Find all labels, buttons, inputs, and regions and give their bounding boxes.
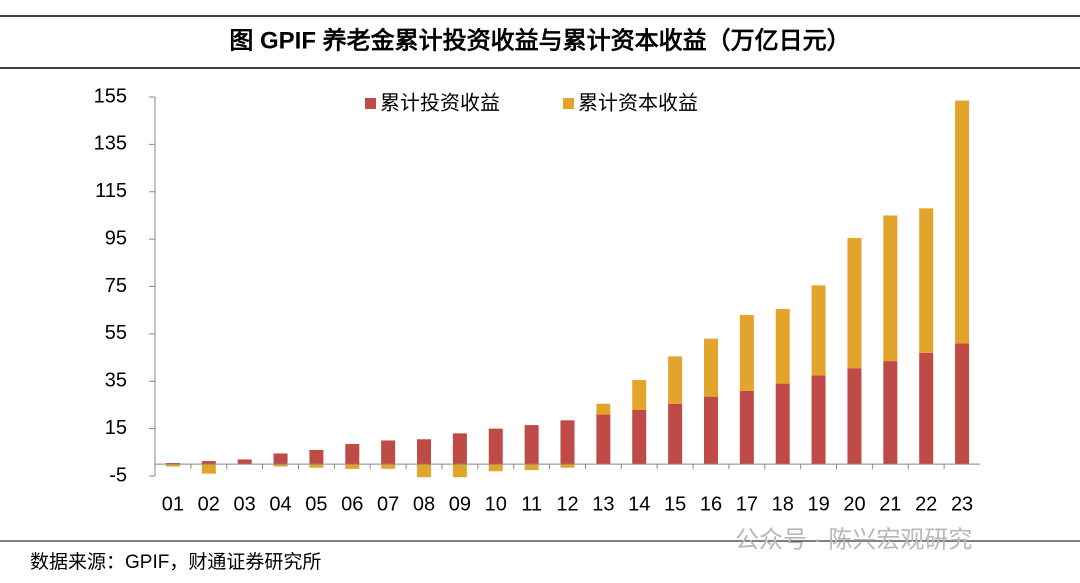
bar: [165, 462, 180, 465]
bar: [811, 285, 826, 376]
y-tick-label: 115: [95, 180, 127, 202]
x-tick-label: 02: [198, 493, 220, 515]
bar: [381, 440, 396, 465]
bar: [775, 383, 790, 465]
bar: [201, 461, 216, 465]
bar: [524, 425, 539, 465]
bar: [596, 403, 611, 415]
bar: [309, 464, 324, 468]
bar: [488, 428, 503, 465]
bar: [417, 464, 432, 478]
bar: [381, 464, 396, 469]
x-tick-label: 20: [843, 493, 865, 515]
legend-label: 累计投资收益: [380, 91, 500, 114]
bar: [560, 420, 575, 465]
x-tick-label: 18: [772, 493, 794, 515]
legend-swatch: [365, 98, 376, 109]
y-tick-label: 15: [105, 417, 127, 439]
x-tick-label: 03: [234, 493, 256, 515]
bar: [273, 453, 288, 465]
watermark: 公众号 · 陈兴宏观研究: [735, 526, 972, 553]
bar: [775, 309, 790, 384]
bar: [847, 368, 862, 465]
x-tick-label: 11: [521, 493, 542, 515]
bar: [309, 449, 324, 465]
x-tick-label: 12: [556, 493, 578, 515]
bar: [237, 459, 252, 465]
y-tick-label: 135: [94, 133, 127, 155]
x-tick-label: 14: [628, 493, 650, 515]
y-tick-label: 75: [105, 275, 127, 297]
bar: [955, 100, 970, 344]
bar: [811, 375, 826, 465]
bar: [739, 390, 754, 465]
chart-title: 图 GPIF 养老金累计投资收益与累计资本收益（万亿日元）: [229, 26, 850, 54]
bar: [919, 352, 934, 465]
x-tick-label: 21: [879, 493, 901, 515]
bar: [919, 208, 934, 353]
bar: [955, 343, 970, 465]
y-tick-label: 95: [105, 227, 127, 249]
bar: [524, 464, 539, 471]
x-tick-label: 15: [664, 493, 686, 515]
bar: [703, 338, 718, 397]
x-tick-label: 09: [449, 493, 471, 515]
bar: [632, 409, 647, 465]
x-tick-label: 17: [736, 493, 758, 515]
x-tick-label: 05: [305, 493, 327, 515]
bar: [452, 433, 467, 465]
x-tick-label: 04: [269, 493, 291, 515]
x-tick-label: 19: [807, 493, 829, 515]
bar: [883, 215, 898, 362]
x-tick-label: 10: [485, 493, 507, 515]
legend-swatch: [563, 98, 574, 109]
bar: [345, 444, 360, 465]
x-tick-label: 23: [951, 493, 973, 515]
bar: [560, 464, 575, 468]
bar: [883, 361, 898, 465]
bar: [488, 464, 503, 472]
bar: [739, 314, 754, 391]
y-tick-label: -5: [109, 464, 127, 486]
x-tick-label: 16: [700, 493, 722, 515]
bar: [452, 464, 467, 478]
bar: [632, 380, 647, 410]
bar: [703, 396, 718, 465]
bar: [596, 414, 611, 465]
x-tick-label: 06: [341, 493, 363, 515]
bar: [201, 464, 216, 474]
y-tick-label: 55: [105, 322, 127, 344]
bar: [847, 237, 862, 369]
bar: [668, 403, 683, 465]
x-tick-label: 22: [915, 493, 937, 515]
x-tick-label: 01: [162, 493, 184, 515]
bar: [273, 464, 288, 467]
legend-label: 累计资本收益: [578, 91, 698, 114]
x-tick-label: 08: [413, 493, 435, 515]
x-tick-label: 07: [377, 493, 399, 515]
y-tick-label: 155: [94, 85, 127, 107]
bar: [165, 464, 180, 467]
bar: [345, 464, 360, 469]
x-tick-label: 13: [592, 493, 614, 515]
bar: [668, 356, 683, 404]
source: 数据来源：GPIF，财通证券研究所: [30, 551, 321, 573]
bar: [417, 439, 432, 465]
y-tick-label: 35: [105, 370, 127, 392]
